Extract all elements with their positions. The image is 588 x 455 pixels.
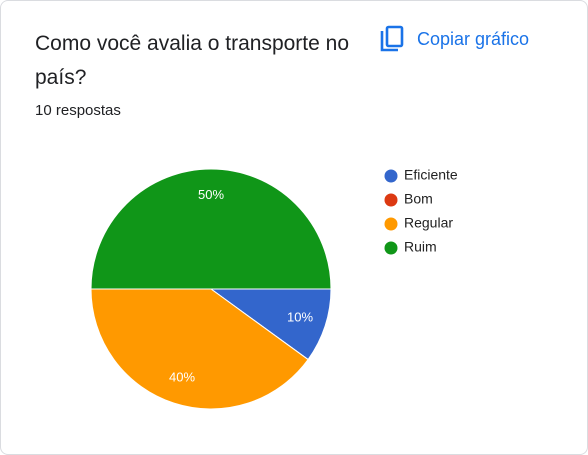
legend-swatch [384,241,398,255]
legend-swatch [384,169,398,183]
legend-label: Eficiente [404,167,458,183]
slice-label: 40% [169,369,195,384]
copy-icon [380,25,404,52]
legend-label: Ruim [404,239,437,255]
pie-slice [90,288,309,410]
legend-label: Regular [404,215,453,231]
slice-label: 50% [198,187,224,202]
copy-button[interactable]: Copiar gráfico [379,25,529,53]
legend-swatch [384,217,398,231]
chart-title: Como você avalia o transporte no país? [35,32,350,89]
pie-slice [90,168,332,290]
legend-swatch [384,193,398,207]
legend-label: Bom [404,191,433,207]
copy-label[interactable]: Copiar gráfico [417,28,530,49]
chart-subtitle: 10 respostas [35,102,121,119]
slice-label: 10% [287,309,313,324]
pie-slice [209,288,332,361]
